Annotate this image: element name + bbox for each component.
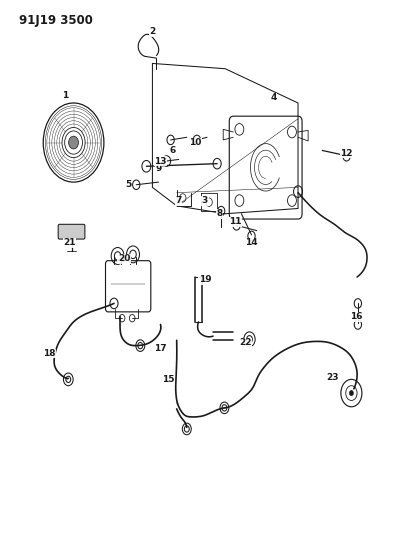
Text: 17: 17	[154, 344, 166, 353]
Text: 8: 8	[216, 209, 222, 218]
Text: 20: 20	[118, 254, 130, 263]
Text: 7: 7	[175, 196, 182, 205]
Circle shape	[68, 136, 78, 149]
Text: 11: 11	[229, 217, 241, 226]
Text: 91J19 3500: 91J19 3500	[19, 14, 92, 27]
Text: 21: 21	[63, 238, 76, 247]
Text: 9: 9	[155, 164, 161, 173]
Text: 3: 3	[201, 196, 208, 205]
Text: 18: 18	[43, 349, 55, 358]
Text: 14: 14	[245, 238, 257, 247]
Text: 4: 4	[270, 93, 276, 102]
Text: 13: 13	[154, 157, 166, 166]
Circle shape	[348, 391, 353, 395]
Text: 22: 22	[238, 338, 251, 348]
Text: 19: 19	[198, 275, 211, 284]
Text: 2: 2	[149, 27, 155, 36]
Text: 23: 23	[325, 373, 338, 382]
Text: 6: 6	[169, 146, 175, 155]
Text: 12: 12	[339, 149, 352, 158]
Text: 5: 5	[125, 180, 131, 189]
Text: 10: 10	[188, 138, 200, 147]
Text: 16: 16	[350, 312, 362, 321]
Text: 1: 1	[62, 91, 68, 100]
Text: 15: 15	[162, 375, 174, 384]
FancyBboxPatch shape	[58, 224, 85, 239]
